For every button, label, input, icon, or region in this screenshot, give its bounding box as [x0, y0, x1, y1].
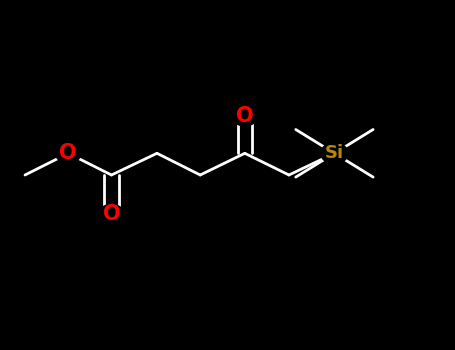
Circle shape	[99, 204, 124, 224]
Text: O: O	[60, 143, 77, 163]
Circle shape	[56, 144, 81, 163]
Circle shape	[321, 143, 348, 164]
Text: Si: Si	[325, 144, 344, 162]
Circle shape	[232, 106, 258, 126]
Text: O: O	[236, 106, 253, 126]
Text: O: O	[103, 204, 120, 224]
